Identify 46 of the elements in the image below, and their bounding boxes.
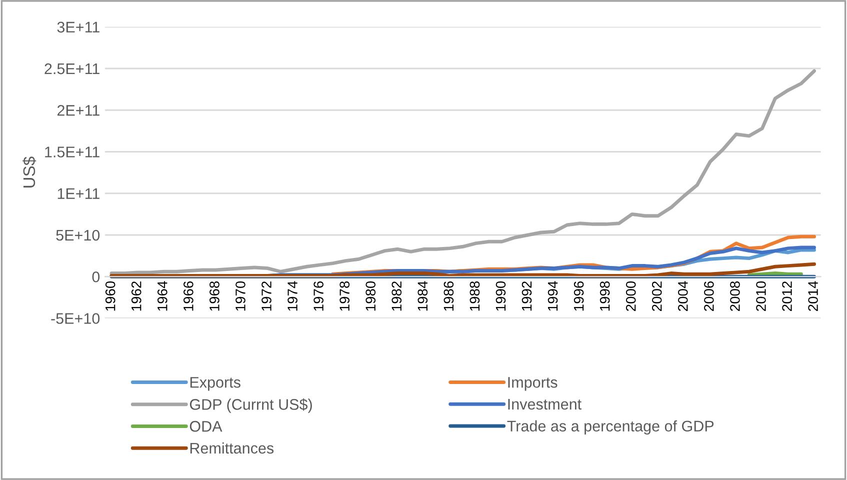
- y-tick-label: 1.5E+11: [45, 146, 100, 158]
- x-tick-label: 1964: [157, 281, 168, 311]
- x-tick-label: 1994: [548, 281, 558, 311]
- x-tick-label: 2008: [730, 281, 740, 311]
- x-tick-label: 1984: [418, 281, 428, 311]
- legend-label: ODA: [190, 420, 222, 432]
- x-tick-label: 1962: [131, 281, 142, 311]
- x-tick-label: 1992: [522, 281, 532, 311]
- x-tick-label: 2000: [626, 281, 636, 311]
- line-series: [110, 69, 816, 276]
- line-series: [110, 262, 816, 278]
- y-tick-label: 0: [92, 271, 100, 282]
- legend-label: Exports: [190, 377, 240, 391]
- x-tick-label: 1970: [236, 281, 246, 311]
- x-tick-label: 1976: [314, 281, 324, 311]
- x-tick-label: 1996: [574, 281, 584, 311]
- y-axis-title: US$: [22, 156, 36, 188]
- x-tick-label: 1968: [210, 281, 220, 311]
- x-tick-label: 1978: [340, 281, 350, 311]
- x-tick-label: 1960: [105, 281, 116, 311]
- x-tick-label: 2012: [782, 281, 792, 311]
- x-tick-label: 1972: [262, 281, 272, 311]
- x-tick-label: 2010: [756, 281, 766, 311]
- y-tick-label: 5E+10: [56, 230, 100, 241]
- y-tick-label: 3E+11: [57, 22, 100, 33]
- x-tick-label: 2002: [652, 281, 662, 311]
- x-tick-label: 2004: [678, 281, 688, 311]
- legend-label: Trade as a percentage of GDP: [507, 420, 714, 435]
- x-tick-label: 1982: [392, 281, 402, 311]
- x-tick-label: 1980: [366, 281, 376, 311]
- x-tick-label: 1988: [470, 281, 480, 311]
- y-tick-label: 2.5E+11: [44, 63, 100, 74]
- legend-label: Remittances: [190, 442, 274, 454]
- x-tick-label: 1998: [600, 281, 610, 311]
- x-tick-label: 1986: [444, 281, 454, 311]
- y-tick-label: 1E+11: [58, 188, 100, 199]
- x-tick-label: 1966: [184, 281, 194, 311]
- y-tick-label: -5E+10: [51, 313, 100, 324]
- x-tick-label: 2006: [704, 281, 714, 311]
- x-tick-label: 1990: [496, 281, 506, 311]
- legend-label: Investment: [508, 398, 582, 410]
- legend-label: Imports: [508, 377, 558, 391]
- legend-label: GDP (Currnt US$): [190, 398, 312, 413]
- x-tick-label: 1974: [288, 281, 298, 311]
- y-tick-label: 2E+11: [57, 104, 100, 116]
- x-tick-label: 2014: [808, 281, 818, 311]
